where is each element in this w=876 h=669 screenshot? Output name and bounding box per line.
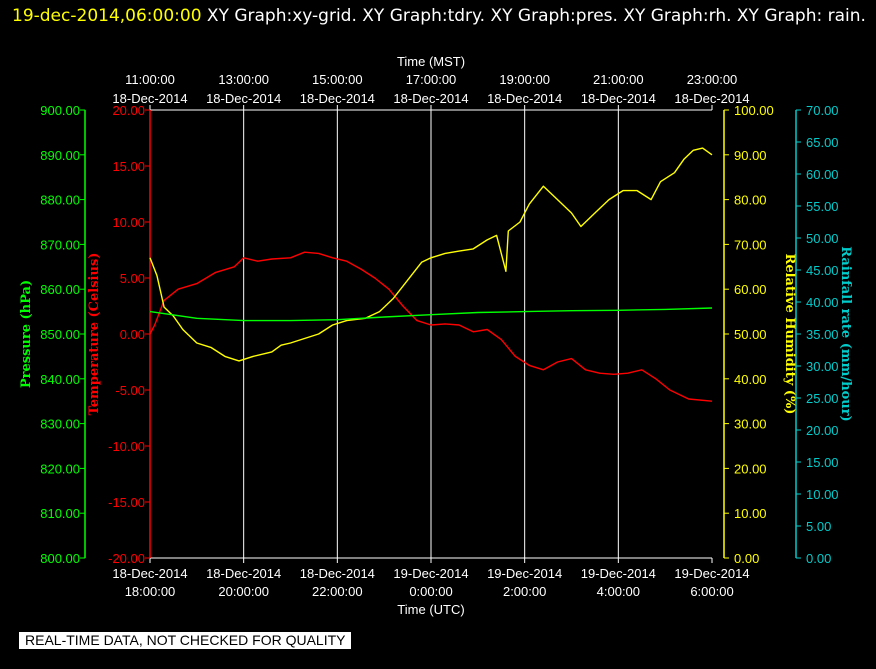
- humidity-tick-label: 30.00: [734, 417, 767, 432]
- rain-tick-label: 70.00: [806, 103, 839, 118]
- temperature-tick-label: 0.00: [120, 327, 145, 342]
- x-tick-label-mst-date: 18-Dec-2014: [581, 91, 656, 106]
- rain-tick-label: 5.00: [806, 519, 831, 534]
- rain-tick-label: 25.00: [806, 391, 839, 406]
- humidity-tick-label: 100.00: [734, 103, 774, 118]
- x-tick-label-mst-time: 15:00:00: [312, 72, 363, 87]
- x-tick-label-utc-time: 2:00:00: [503, 584, 546, 599]
- graph-list: XY Graph:xy-grid. XY Graph:tdry. XY Grap…: [201, 6, 866, 26]
- timestamp: 19-dec-2014,06:00:00: [12, 6, 202, 26]
- rain-tick-label: 10.00: [806, 487, 839, 502]
- x-tick-label-utc-date: 18-Dec-2014: [206, 566, 281, 581]
- x-tick-label-mst-date: 18-Dec-2014: [300, 91, 375, 106]
- rain-tick-label: 55.00: [806, 199, 839, 214]
- humidity-tick-label: 40.00: [734, 372, 767, 387]
- rain-tick-label: 30.00: [806, 359, 839, 374]
- humidity-tick-label: 90.00: [734, 148, 767, 163]
- temperature-tick-label: 20.00: [112, 103, 145, 118]
- quality-disclaimer: REAL-TIME DATA, NOT CHECKED FOR QUALITY: [19, 632, 352, 649]
- temperature-tick-label: -20.00: [108, 551, 145, 566]
- x-tick-label-mst-time: 13:00:00: [218, 72, 269, 87]
- humidity-tick-label: 10.00: [734, 506, 767, 521]
- x-tick-label-mst-date: 18-Dec-2014: [393, 91, 468, 106]
- humidity-tick-label: 50.00: [734, 327, 767, 342]
- pressure-tick-label: 850.00: [40, 327, 80, 342]
- rain-tick-label: 60.00: [806, 167, 839, 182]
- x-tick-label-utc-date: 19-Dec-2014: [487, 566, 562, 581]
- temperature-tick-label: 10.00: [112, 215, 145, 230]
- pressure-tick-label: 810.00: [40, 506, 80, 521]
- temperature-tick-label: -5.00: [115, 383, 145, 398]
- humidity-tick-label: 70.00: [734, 237, 767, 252]
- pressure-tick-label: 860.00: [40, 282, 80, 297]
- humidity-axis-title: Relative Humidity (%): [782, 254, 797, 415]
- x-tick-label-mst-time: 21:00:00: [593, 72, 644, 87]
- pressure-tick-label: 800.00: [40, 551, 80, 566]
- humidity-tick-label: 80.00: [734, 193, 767, 208]
- pressure-tick-label: 830.00: [40, 417, 80, 432]
- x-tick-label-utc-date: 18-Dec-2014: [112, 566, 187, 581]
- chart-header: 19-dec-2014,06:00:00 XY Graph:xy-grid. X…: [12, 2, 872, 30]
- rain-tick-label: 35.00: [806, 327, 839, 342]
- x-tick-label-mst-time: 19:00:00: [499, 72, 550, 87]
- x-tick-label-utc-date: 19-Dec-2014: [393, 566, 468, 581]
- humidity-tick-label: 0.00: [734, 551, 759, 566]
- rain-tick-label: 0.00: [806, 551, 831, 566]
- rain-tick-label: 20.00: [806, 423, 839, 438]
- temperature-series-line: [149, 251, 713, 402]
- x-tick-label-utc-time: 22:00:00: [312, 584, 363, 599]
- rain-tick-label: 50.00: [806, 231, 839, 246]
- rain-tick-label: 45.00: [806, 263, 839, 278]
- rain-tick-label: 40.00: [806, 295, 839, 310]
- x-tick-label-utc-time: 0:00:00: [409, 584, 452, 599]
- pressure-tick-label: 890.00: [40, 148, 80, 163]
- pressure-series-line: [149, 307, 713, 322]
- x-tick-label-mst-date: 18-Dec-2014: [206, 91, 281, 106]
- x-tick-label-utc-date: 18-Dec-2014: [300, 566, 375, 581]
- pressure-tick-label: 840.00: [40, 372, 80, 387]
- pressure-axis-title: Pressure (hPa): [19, 280, 34, 388]
- pressure-tick-label: 900.00: [40, 103, 80, 118]
- x-tick-label-utc-date: 19-Dec-2014: [674, 566, 749, 581]
- temperature-tick-label: 5.00: [120, 271, 145, 286]
- pressure-tick-label: 820.00: [40, 461, 80, 476]
- x-tick-label-mst-time: 17:00:00: [406, 72, 457, 87]
- pressure-tick-label: 880.00: [40, 193, 80, 208]
- temperature-axis-title: Temperature (Celsius): [87, 253, 102, 416]
- x-tick-label-utc-time: 18:00:00: [125, 584, 176, 599]
- x-tick-label-mst-date: 18-Dec-2014: [487, 91, 562, 106]
- x-tick-label-utc-date: 19-Dec-2014: [581, 566, 656, 581]
- x-axis-label-utc: Time (UTC): [397, 602, 464, 617]
- rain-tick-label: 65.00: [806, 135, 839, 150]
- humidity-series-line: [149, 147, 713, 362]
- temperature-tick-label: -10.00: [108, 439, 145, 454]
- x-tick-label-utc-time: 20:00:00: [218, 584, 269, 599]
- rain-tick-label: 15.00: [806, 455, 839, 470]
- pressure-tick-label: 870.00: [40, 237, 80, 252]
- humidity-tick-label: 20.00: [734, 461, 767, 476]
- temperature-tick-label: 15.00: [112, 159, 145, 174]
- rain-axis-title: Rainfall rate (mm/hour): [838, 246, 853, 421]
- x-axis-label-mst: Time (MST): [397, 54, 465, 69]
- x-tick-label-mst-time: 11:00:00: [125, 72, 175, 87]
- humidity-tick-label: 60.00: [734, 282, 767, 297]
- x-tick-label-mst-date: 18-Dec-2014: [674, 91, 749, 106]
- x-tick-label-utc-time: 4:00:00: [597, 584, 640, 599]
- x-tick-label-utc-time: 6:00:00: [690, 584, 733, 599]
- x-tick-label-mst-time: 23:00:00: [687, 72, 738, 87]
- x-tick-label-mst-date: 18-Dec-2014: [112, 91, 187, 106]
- temperature-tick-label: -15.00: [108, 495, 145, 510]
